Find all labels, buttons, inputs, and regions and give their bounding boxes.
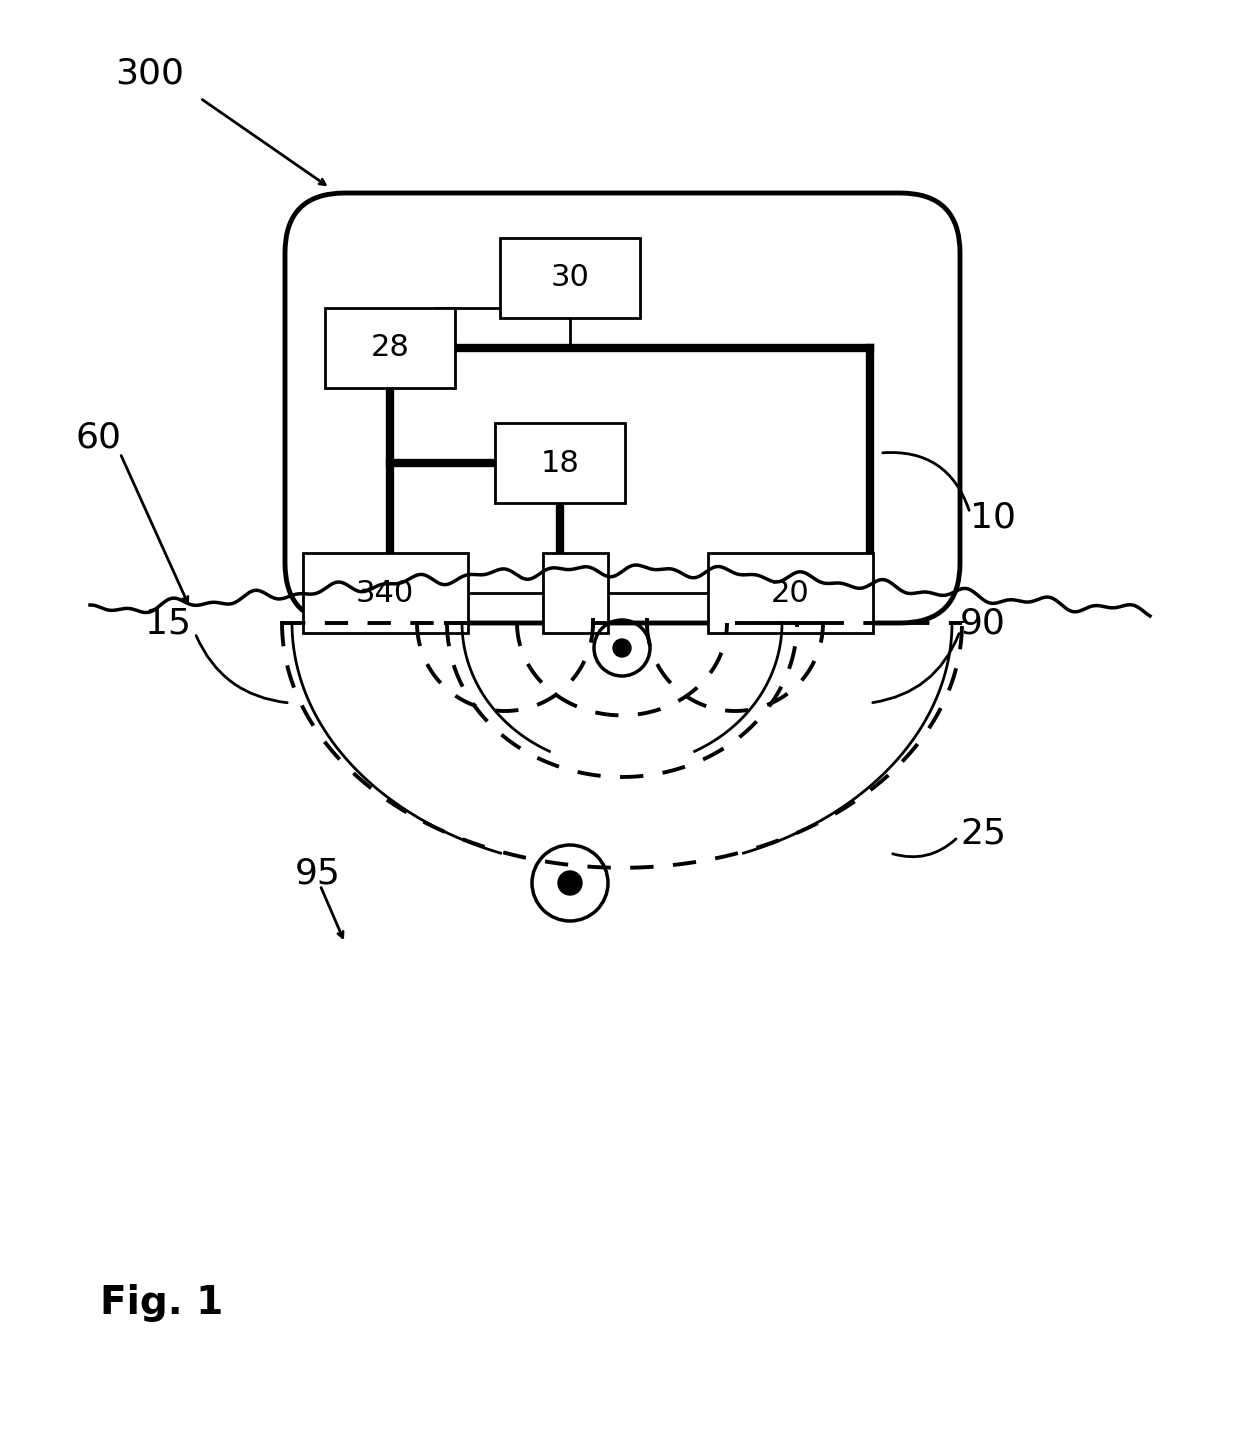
- Text: 30: 30: [551, 264, 589, 293]
- FancyBboxPatch shape: [285, 193, 960, 623]
- Text: 15: 15: [145, 606, 191, 641]
- FancyBboxPatch shape: [708, 553, 873, 633]
- Text: 95: 95: [295, 856, 341, 890]
- Text: 20: 20: [770, 579, 810, 608]
- FancyBboxPatch shape: [500, 238, 640, 317]
- FancyBboxPatch shape: [325, 307, 455, 388]
- FancyBboxPatch shape: [303, 553, 467, 633]
- FancyBboxPatch shape: [543, 553, 608, 633]
- Text: 340: 340: [356, 579, 414, 608]
- Text: 60: 60: [74, 421, 122, 455]
- Text: 25: 25: [960, 815, 1006, 850]
- Text: 300: 300: [115, 56, 184, 89]
- Circle shape: [558, 872, 582, 895]
- Text: 18: 18: [541, 449, 579, 478]
- Circle shape: [613, 639, 631, 657]
- Text: 90: 90: [960, 606, 1006, 641]
- Text: 10: 10: [970, 501, 1016, 535]
- FancyBboxPatch shape: [495, 423, 625, 504]
- Text: Fig. 1: Fig. 1: [100, 1284, 223, 1322]
- Text: 28: 28: [371, 333, 409, 362]
